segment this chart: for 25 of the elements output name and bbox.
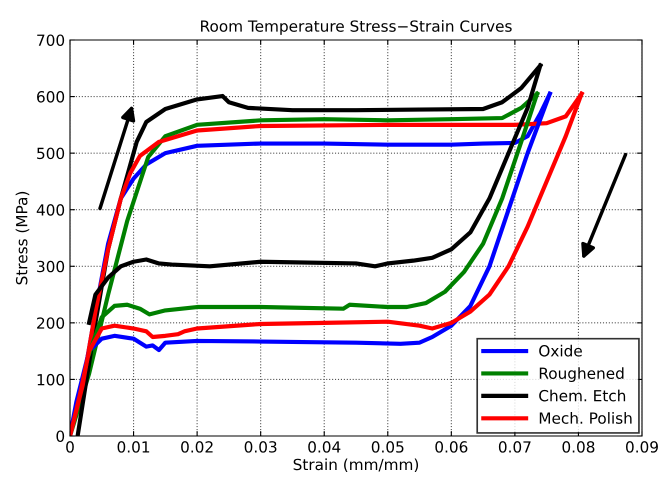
x-tick-label: 0.08 <box>562 441 594 453</box>
chart-title: Room Temperature Stress−Strain Curves <box>201 20 512 35</box>
y-tick-label: 500 <box>37 148 64 160</box>
x-tick-label: 0.02 <box>181 441 213 453</box>
x-tick-label: 0.07 <box>498 441 531 453</box>
y-tick-label: 300 <box>37 260 64 272</box>
x-tick-label: 0.09 <box>626 441 658 453</box>
x-tick-label: 0.01 <box>118 441 150 453</box>
y-tick-label: 600 <box>37 91 64 103</box>
y-tick-label: 700 <box>37 34 64 46</box>
legend-label: Chem. Etch <box>539 390 626 402</box>
x-axis-title: Strain (mm/mm) <box>294 458 418 472</box>
y-tick-label: 400 <box>36 204 64 216</box>
x-tick-label: 0.03 <box>244 441 276 453</box>
x-tick-label: 0.04 <box>308 441 340 453</box>
y-tick-label: 0 <box>56 430 64 442</box>
y-tick-label: 100 <box>38 374 64 386</box>
legend-label: Mech. Polish <box>540 412 632 424</box>
x-tick-label: 0.06 <box>435 441 468 453</box>
legend-label: Oxide <box>539 344 582 357</box>
y-tick-label: 200 <box>37 317 64 329</box>
y-axis-title: Stress (MPa) <box>16 192 30 284</box>
x-tick-label: 0.05 <box>372 441 404 453</box>
x-tick-label: 0 <box>66 441 74 453</box>
legend-label: Roughened <box>540 367 624 382</box>
